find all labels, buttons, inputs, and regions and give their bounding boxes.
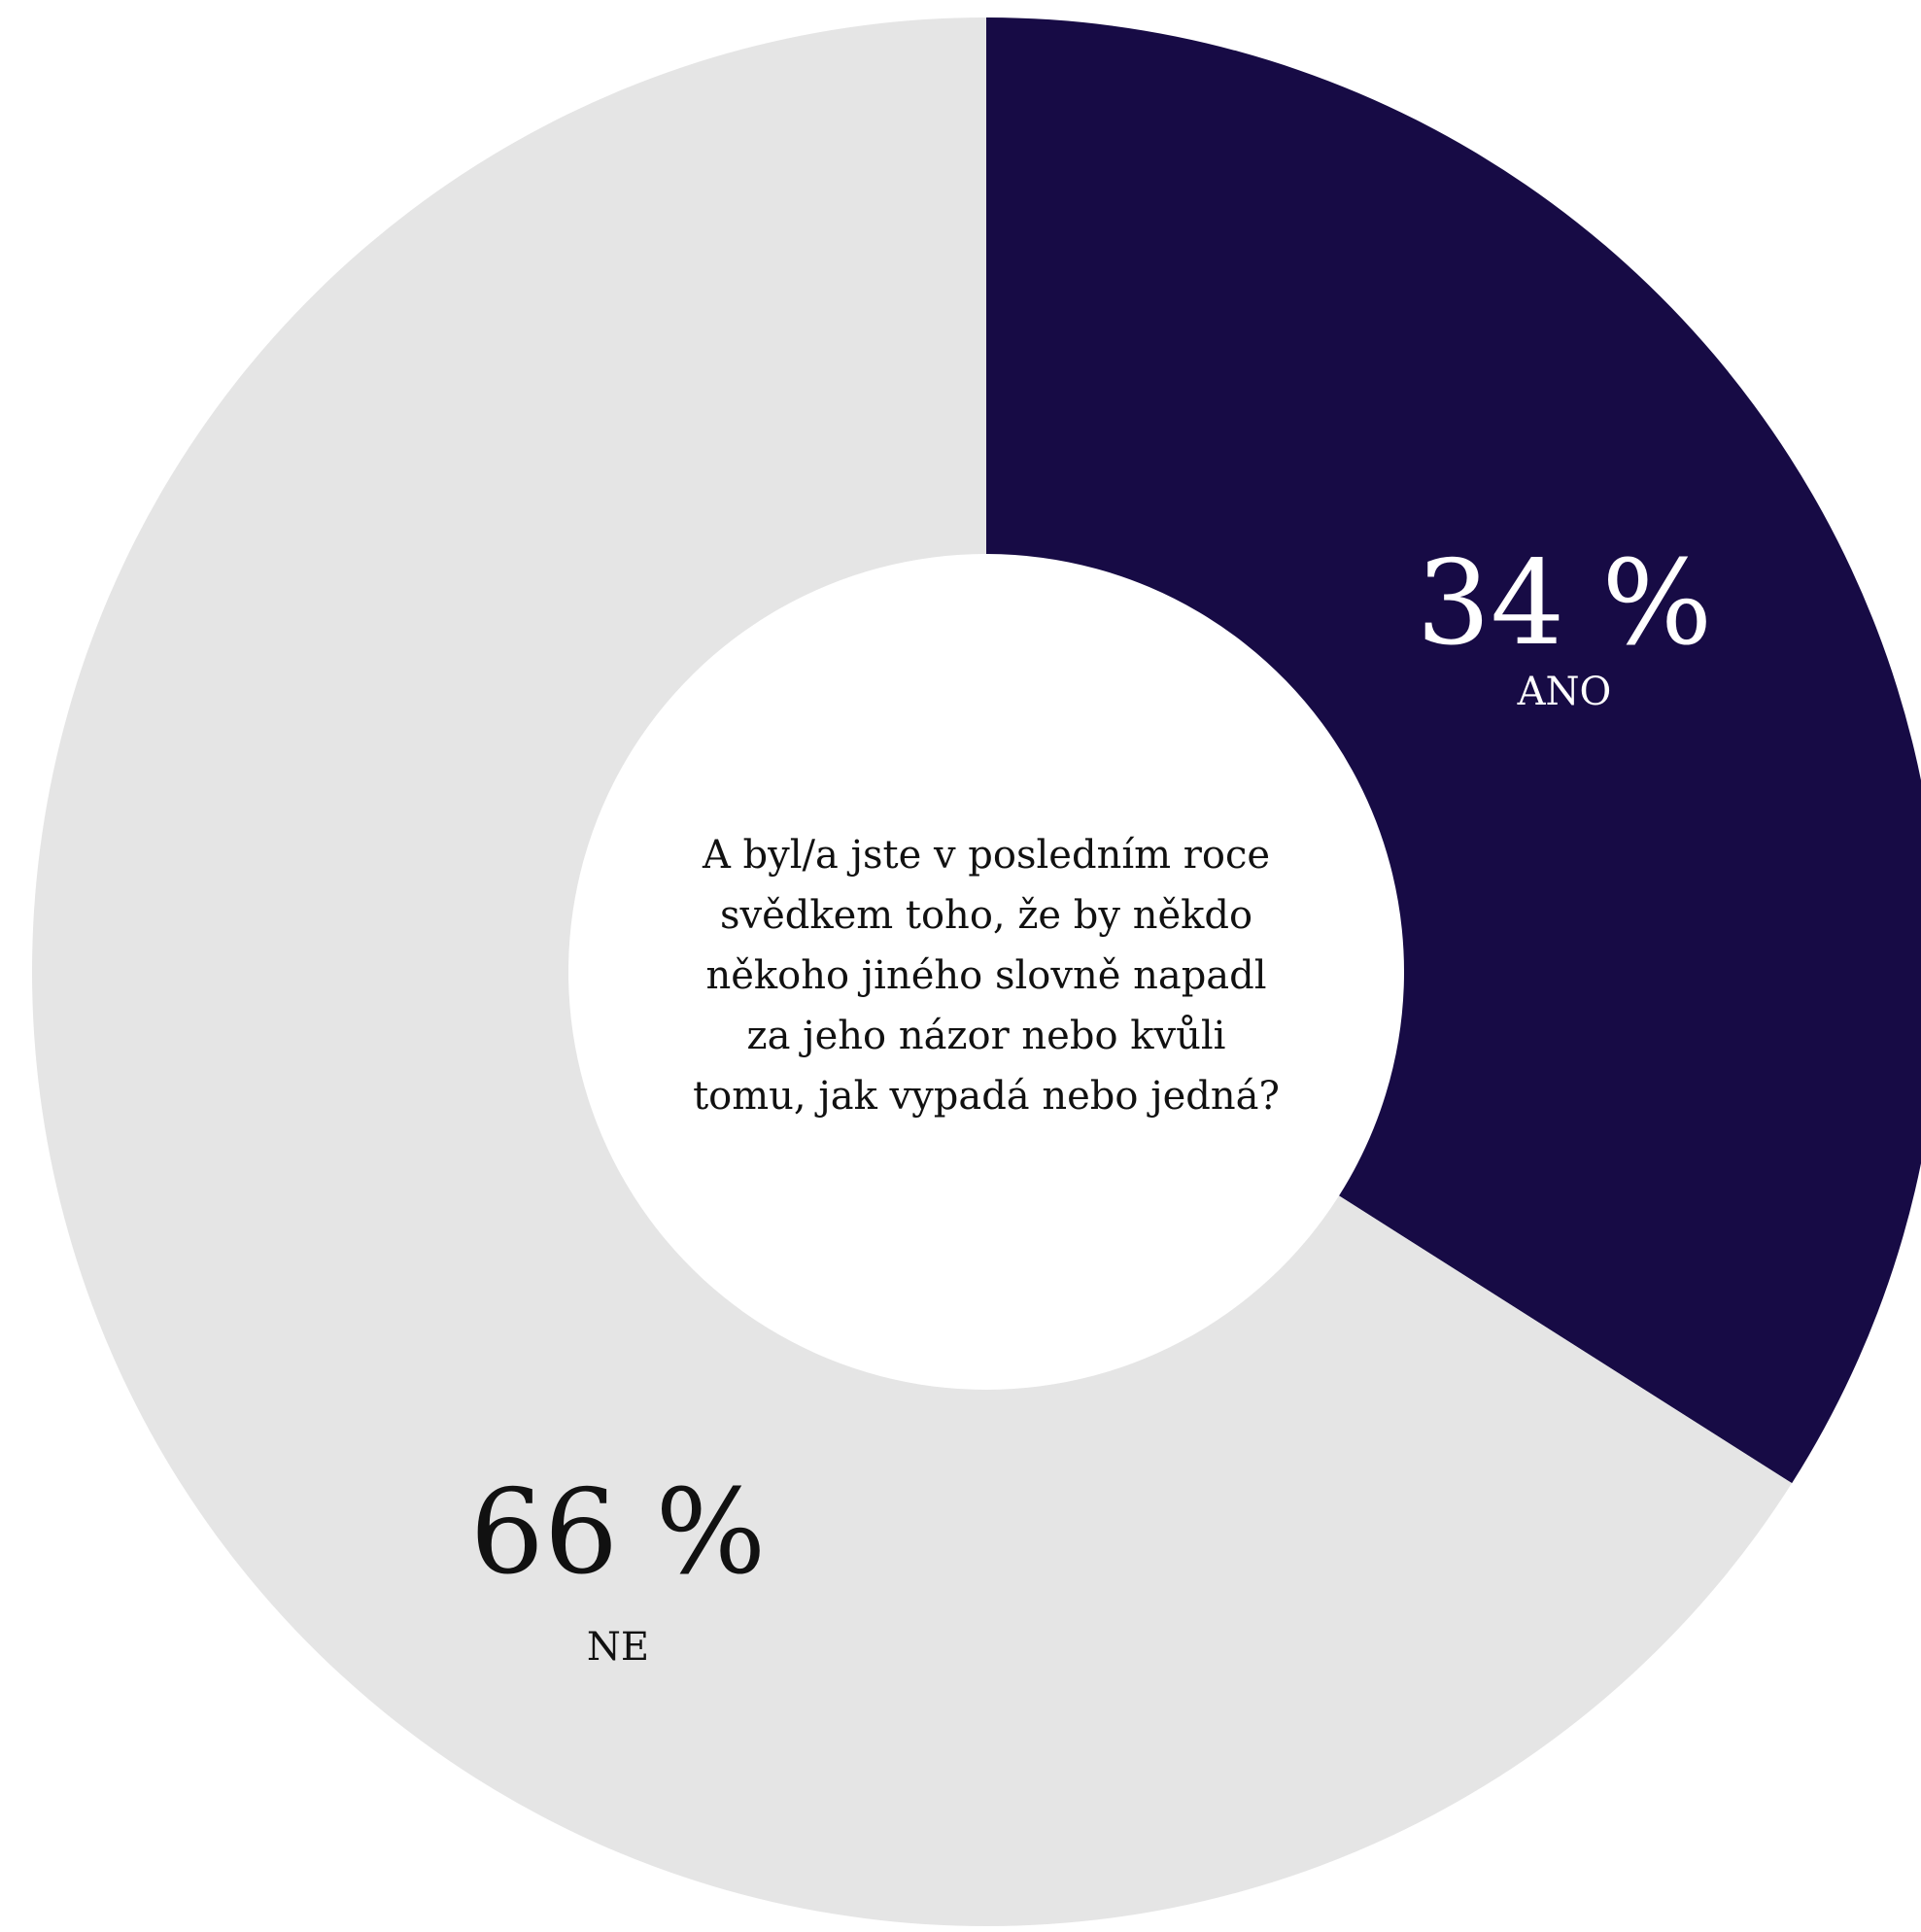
slice-category-label-ano: ANO [1517, 670, 1612, 714]
chart-title-line: za jeho názor nebo kvůli [747, 1014, 1226, 1058]
chart-title: A byl/a jste v posledním roce svědkem toh… [693, 833, 1280, 1119]
slice-value-label-ne: 66 % [470, 1466, 767, 1601]
chart-title-line: svědkem toho, že by někdo [720, 893, 1252, 938]
chart-title-line: tomu, jak vypadá nebo jedná? [693, 1074, 1280, 1119]
slice-value-label-ano: 34 % [1417, 536, 1713, 672]
chart-title-line: A byl/a jste v posledním roce [702, 833, 1270, 878]
slice-ano [986, 17, 1921, 1484]
slice-category-label-ne: NE [587, 1625, 649, 1670]
slice-labels: 34 %ANO 66 % NE [470, 536, 1713, 1670]
chart-title-line: někoho jiného slovně napadl [705, 953, 1266, 998]
donut-slices [32, 17, 1921, 1927]
slice-ne [32, 17, 1793, 1927]
